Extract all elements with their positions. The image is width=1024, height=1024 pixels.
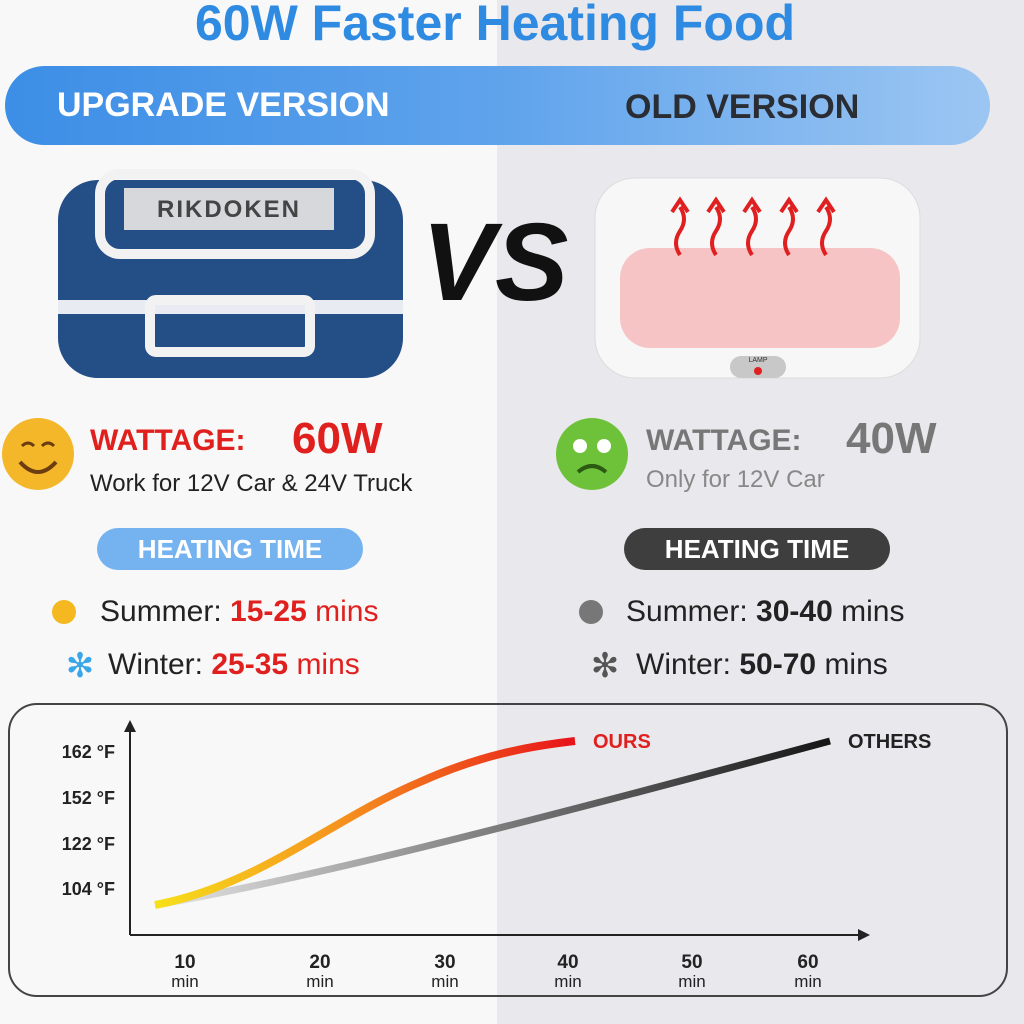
- x-arrow: [858, 929, 870, 941]
- title: 60W Faster Heating Food: [194, 0, 796, 51]
- winter-line: Winter: 50-70 mins: [636, 648, 888, 682]
- frown: [576, 464, 608, 474]
- note: Work for 12V Car & 24V Truck: [90, 470, 413, 497]
- snow-icon: ✻: [66, 647, 95, 685]
- unit: mins: [824, 648, 888, 681]
- label: Summer:: [100, 595, 222, 628]
- time: 50-70: [739, 648, 817, 681]
- products: RIKDOKEN VS LAMP: [58, 169, 921, 379]
- smile: [18, 460, 58, 474]
- latch: [145, 295, 315, 357]
- ours-curve: [154, 737, 576, 909]
- faces: [2, 418, 628, 490]
- x-tick-label: 30: [434, 952, 455, 973]
- lamp-light: [754, 367, 762, 375]
- unit: mins: [315, 595, 379, 628]
- time: 25-35: [211, 648, 289, 681]
- x-tick-label: 40: [557, 952, 578, 973]
- sad-face: [556, 418, 628, 490]
- eye: [573, 439, 587, 453]
- heat-zone: [620, 248, 900, 348]
- happy-face: [2, 418, 74, 490]
- series-label: OTHERS: [848, 731, 931, 753]
- right-bg: [497, 0, 1024, 1024]
- eyes: [20, 441, 56, 448]
- sun-icon: [579, 600, 603, 624]
- unit: mins: [841, 595, 905, 628]
- x-tick-label: 50: [681, 952, 702, 973]
- y-tick-label: 122 °F: [62, 834, 115, 854]
- summer-line: Summer: 15-25 mins: [100, 595, 378, 629]
- label-plate: [124, 188, 334, 230]
- series-label: OURS: [593, 731, 651, 753]
- label: Winter:: [636, 648, 732, 681]
- time: 15-25: [230, 595, 307, 628]
- vs: VS: [422, 201, 569, 324]
- x-tick-label: 60: [797, 952, 818, 973]
- x-tick-unit: min: [678, 972, 705, 991]
- eye: [597, 439, 611, 453]
- heat-arrows: [670, 196, 836, 257]
- label: Summer:: [626, 595, 748, 628]
- x-tick-unit: min: [554, 972, 581, 991]
- box-seam: [58, 300, 403, 314]
- y-tick-label: 152 °F: [62, 788, 115, 808]
- wattage: 40W: [846, 414, 937, 463]
- handle: [95, 169, 375, 259]
- unit: mins: [296, 648, 360, 681]
- y-tick-label: 162 °F: [62, 742, 115, 762]
- banner-right: OLD VERSION: [625, 88, 860, 126]
- snow-icon: ✻: [591, 647, 620, 685]
- banner: [5, 66, 990, 145]
- others-curve: [154, 737, 831, 909]
- x-tick-unit: min: [794, 972, 821, 991]
- heating-time-pill: HEATING TIME: [624, 528, 890, 570]
- y-tick-label: 104 °F: [62, 879, 115, 899]
- x-tick-unit: min: [171, 972, 198, 991]
- x-tick-label: 20: [309, 952, 330, 973]
- winter-line: Winter: 25-35 mins: [108, 648, 360, 682]
- y-arrow: [124, 720, 136, 732]
- heating-time-pill: HEATING TIME: [97, 528, 363, 570]
- label: Winter:: [108, 648, 204, 681]
- wattage-label: WATTAGE:: [646, 424, 802, 457]
- left-icons: ✻: [52, 600, 95, 685]
- wattage: 60W: [292, 414, 383, 463]
- banner-left: UPGRADE VERSION: [57, 86, 390, 124]
- time: 30-40: [756, 595, 833, 628]
- chart-frame: [8, 703, 1008, 997]
- brand: RIKDOKEN: [157, 196, 301, 223]
- note: Only for 12V Car: [646, 466, 825, 493]
- wattage-label: WATTAGE:: [90, 424, 246, 457]
- x-tick-label: 10: [174, 952, 195, 973]
- lamp: LAMP: [748, 357, 767, 364]
- x-tick-unit: min: [306, 972, 333, 991]
- summer-line: Summer: 30-40 mins: [626, 595, 904, 629]
- right-icons: ✻: [579, 600, 620, 685]
- x-tick-unit: min: [431, 972, 458, 991]
- sun-icon: [52, 600, 76, 624]
